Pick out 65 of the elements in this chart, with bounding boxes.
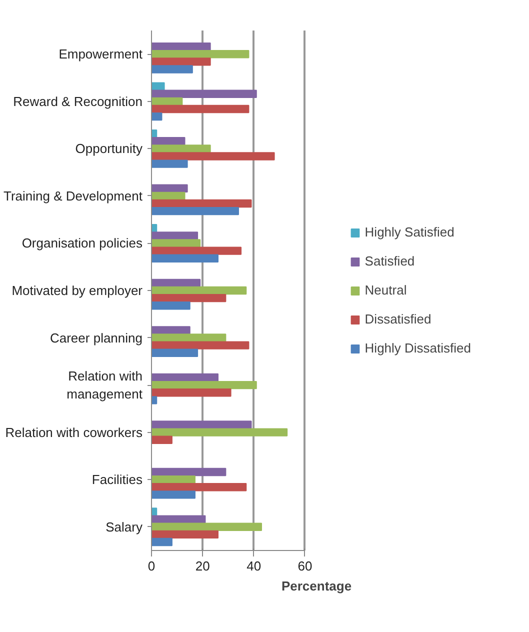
bar bbox=[152, 278, 201, 288]
y-tick-label: Career planning bbox=[50, 330, 143, 346]
legend-label: Neutral bbox=[364, 282, 407, 298]
bar bbox=[152, 373, 219, 382]
y-tick-label: Relation with management bbox=[66, 368, 143, 402]
bar bbox=[152, 112, 162, 121]
bar bbox=[152, 254, 219, 262]
x-tick-label: 40 bbox=[246, 558, 262, 574]
legend-label: Satisfied bbox=[364, 254, 415, 268]
y-tick-label: Salary bbox=[106, 519, 143, 534]
bar bbox=[152, 515, 206, 524]
bar bbox=[152, 334, 226, 342]
bar bbox=[152, 538, 172, 546]
bar bbox=[152, 476, 196, 484]
bar bbox=[152, 388, 232, 397]
bar bbox=[152, 192, 186, 200]
bar bbox=[152, 302, 190, 310]
y-tick-label: Empowerment bbox=[58, 46, 143, 62]
bar bbox=[152, 50, 250, 58]
y-tick-label: Opportunity bbox=[75, 141, 143, 156]
bar bbox=[152, 246, 242, 255]
bar bbox=[152, 65, 193, 74]
bar bbox=[152, 286, 247, 295]
legend-label: Highly Satisfied bbox=[364, 224, 454, 240]
bar bbox=[152, 436, 172, 444]
bar bbox=[152, 522, 262, 531]
bar bbox=[152, 184, 188, 192]
bar bbox=[152, 428, 288, 436]
bar bbox=[152, 326, 190, 334]
bar bbox=[152, 97, 183, 106]
y-tick-label: Relation with coworkers bbox=[5, 424, 143, 440]
bar bbox=[152, 468, 226, 476]
x-tick-label: 20 bbox=[195, 558, 210, 574]
bar bbox=[152, 420, 252, 429]
bar bbox=[152, 58, 211, 66]
bar bbox=[152, 294, 226, 302]
bar bbox=[152, 82, 165, 90]
bar bbox=[152, 483, 247, 492]
bar bbox=[152, 396, 158, 404]
bar bbox=[152, 490, 196, 499]
y-tick-label: Facilities bbox=[92, 472, 143, 488]
bar bbox=[152, 90, 257, 98]
x-axis-title: Percentage bbox=[281, 578, 352, 594]
legend-label: Dissatisfied bbox=[364, 312, 432, 326]
y-tick-label: Reward & Recognition bbox=[13, 94, 143, 109]
x-tick-label: 60 bbox=[298, 558, 312, 574]
bar bbox=[152, 380, 257, 390]
bar bbox=[152, 530, 219, 539]
bar bbox=[152, 152, 275, 160]
y-tick-label: Motivated by employer bbox=[12, 283, 144, 298]
bar bbox=[152, 232, 198, 240]
y-tick-label: Training & Development bbox=[4, 188, 143, 204]
y-tick-label: Organisation policies bbox=[22, 236, 143, 251]
bar bbox=[152, 348, 198, 357]
bar bbox=[152, 160, 188, 168]
bar bbox=[152, 199, 252, 208]
bar bbox=[152, 341, 250, 350]
x-tick-label: 0 bbox=[148, 558, 156, 574]
bar bbox=[152, 104, 250, 114]
bar bbox=[152, 206, 239, 216]
bar bbox=[152, 144, 211, 153]
bar bbox=[152, 239, 201, 248]
bar bbox=[152, 42, 211, 51]
bar bbox=[152, 137, 186, 146]
legend-label: Highly Dissatisfied bbox=[364, 340, 471, 356]
